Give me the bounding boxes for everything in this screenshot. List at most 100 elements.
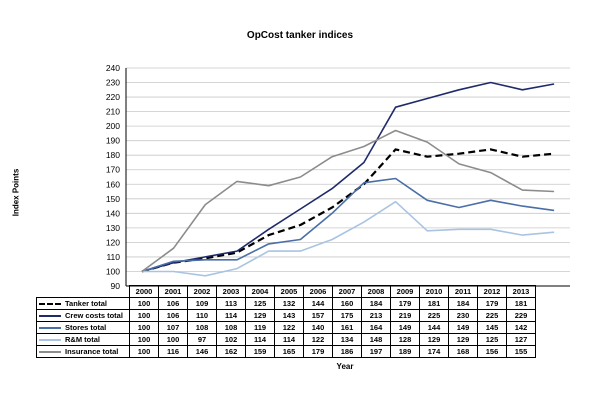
x-tick-label: 2005	[274, 285, 304, 298]
x-tick-label: 2001	[158, 285, 188, 298]
data-label: 186	[332, 345, 362, 358]
data-label: 97	[187, 333, 217, 346]
data-label: 174	[419, 345, 449, 358]
legend-label: Insurance total	[65, 346, 119, 356]
x-tick-label: 2004	[245, 285, 275, 298]
data-label: 184	[448, 297, 478, 310]
table-row: Stores total 100 107 108 108 119 122 140 161 164 1…	[36, 321, 536, 334]
data-label: 213	[361, 309, 391, 322]
legend-key	[39, 314, 61, 317]
data-label: 229	[506, 309, 536, 322]
x-tick-label: 2007	[332, 285, 362, 298]
legend-key	[39, 338, 61, 341]
y-tick-label: 170	[106, 165, 120, 175]
x-tick-label: 2008	[361, 285, 391, 298]
data-label: 144	[419, 321, 449, 334]
legend-entry: Stores total	[36, 321, 130, 334]
data-label: 129	[419, 333, 449, 346]
data-label: 189	[390, 345, 420, 358]
data-label: 106	[158, 297, 188, 310]
data-label: 114	[216, 309, 246, 322]
data-label: 165	[274, 345, 304, 358]
data-label: 109	[187, 297, 217, 310]
data-label: 107	[158, 321, 188, 334]
data-label: 100	[129, 333, 159, 346]
table-row: Crew costs total 100 106 110 114 129 143 157 175…	[36, 309, 536, 322]
y-tick-label: 200	[106, 121, 120, 131]
series-line-2	[141, 177, 555, 273]
data-label: 179	[303, 345, 333, 358]
data-label: 110	[187, 309, 217, 322]
data-label: 125	[245, 297, 275, 310]
data-label: 144	[303, 297, 333, 310]
data-label: 225	[477, 309, 507, 322]
legend-entry: Crew costs total	[36, 309, 130, 322]
x-tick-label: 2011	[448, 285, 478, 298]
y-tick-label: 230	[106, 78, 120, 88]
data-label: 149	[390, 321, 420, 334]
data-label: 161	[332, 321, 362, 334]
data-label: 128	[390, 333, 420, 346]
data-label: 106	[158, 309, 188, 322]
table-row: Insurance total 100 116 146 162 159 165 179 186 1…	[36, 345, 536, 358]
data-label: 142	[506, 321, 536, 334]
legend-label: Tanker total	[65, 298, 107, 308]
y-tick-label: 160	[106, 179, 120, 189]
data-label: 119	[245, 321, 275, 334]
data-label: 100	[129, 321, 159, 334]
x-tick-label: 2009	[390, 285, 420, 298]
series-line-1	[141, 81, 555, 273]
series-line-3	[141, 200, 555, 277]
data-label: 184	[361, 297, 391, 310]
data-label: 160	[332, 297, 362, 310]
data-label: 100	[158, 333, 188, 346]
data-label: 156	[477, 345, 507, 358]
y-tick-label: 210	[106, 107, 120, 117]
legend-label: Crew costs total	[65, 310, 123, 320]
legend-entry: Tanker total	[36, 297, 130, 310]
y-tick-label: 240	[106, 63, 120, 73]
data-label: 100	[129, 297, 159, 310]
y-tick-label: 100	[106, 266, 120, 276]
data-label: 162	[216, 345, 246, 358]
data-label: 219	[390, 309, 420, 322]
y-tick-label: 110	[106, 252, 120, 262]
legend-entry: R&M total	[36, 333, 130, 346]
data-label: 164	[361, 321, 391, 334]
data-label: 149	[448, 321, 478, 334]
x-tick-label: 2003	[216, 285, 246, 298]
data-label: 175	[332, 309, 362, 322]
x-tick-label: 2000	[129, 285, 159, 298]
data-label: 155	[506, 345, 536, 358]
table-corner	[36, 285, 130, 298]
legend-key	[39, 326, 61, 329]
data-label: 129	[448, 333, 478, 346]
data-label: 125	[477, 333, 507, 346]
x-tick-label: 2006	[303, 285, 333, 298]
y-tick-label: 130	[106, 223, 120, 233]
y-tick-label: 180	[106, 150, 120, 160]
data-label: 230	[448, 309, 478, 322]
data-label: 102	[216, 333, 246, 346]
data-label: 116	[158, 345, 188, 358]
y-tick-label: 190	[106, 136, 120, 146]
data-label: 148	[361, 333, 391, 346]
data-label: 157	[303, 309, 333, 322]
data-label: 108	[187, 321, 217, 334]
legend-entry: Insurance total	[36, 345, 130, 358]
series-line-4	[141, 129, 555, 273]
data-label: 129	[245, 309, 275, 322]
y-tick-label: 150	[106, 194, 120, 204]
data-label: 181	[506, 297, 536, 310]
data-label: 225	[419, 309, 449, 322]
x-tick-label: 2010	[419, 285, 449, 298]
data-label: 134	[332, 333, 362, 346]
y-tick-label: 120	[106, 237, 120, 247]
data-label: 145	[477, 321, 507, 334]
data-label: 143	[274, 309, 304, 322]
data-label: 140	[303, 321, 333, 334]
chart-title: OpCost tanker indices	[246, 30, 354, 41]
data-label: 168	[448, 345, 478, 358]
data-label: 179	[390, 297, 420, 310]
line-chart-plot: 9010011012013014015016017018019020021022…	[106, 63, 570, 290]
